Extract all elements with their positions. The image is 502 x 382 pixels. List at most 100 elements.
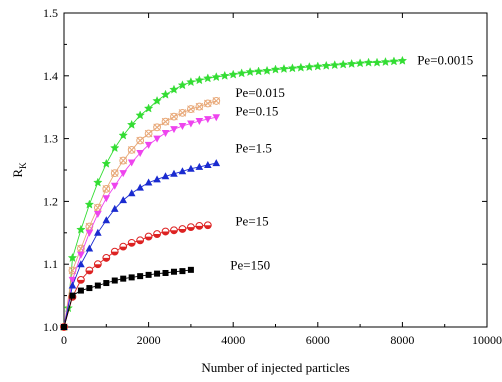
data-point	[102, 254, 111, 262]
series-pe-1-5	[60, 159, 221, 330]
series-label: Pe=1.5	[235, 141, 272, 156]
data-point	[203, 99, 212, 108]
data-point-ring	[203, 99, 212, 108]
data-point	[161, 117, 170, 126]
data-point	[127, 146, 136, 154]
data-point	[330, 60, 340, 70]
series-label: Pe=0.15	[235, 104, 278, 119]
data-point	[177, 80, 188, 90]
data-point-fill	[102, 257, 110, 262]
data-point-fill	[204, 225, 212, 229]
data-point-cross	[195, 102, 204, 111]
data-point	[144, 178, 153, 186]
y-tick-label: 1.0	[43, 320, 58, 334]
series-layer	[59, 55, 408, 331]
y-axis-title-text: RK	[10, 162, 28, 178]
data-point-cross	[204, 99, 212, 108]
data-point	[195, 162, 204, 170]
data-point	[169, 84, 179, 94]
data-point	[102, 195, 111, 203]
data-point	[262, 65, 272, 75]
data-point-ring	[153, 123, 161, 132]
series-pe-150	[61, 266, 194, 330]
data-point	[195, 102, 204, 111]
data-point	[194, 75, 205, 85]
data-point	[161, 227, 170, 236]
data-point-cross	[119, 156, 127, 165]
y-tick-label: 1.5	[43, 6, 58, 20]
data-point-cross	[144, 129, 153, 138]
data-point	[118, 130, 128, 140]
data-point	[161, 172, 170, 180]
data-point	[170, 112, 178, 121]
data-point	[203, 73, 213, 83]
data-point-fill	[195, 225, 203, 230]
data-point	[178, 108, 187, 117]
data-point	[127, 238, 136, 247]
data-point	[154, 270, 161, 277]
data-point	[69, 292, 76, 299]
data-point	[187, 223, 195, 232]
data-point	[153, 135, 161, 143]
data-point	[187, 105, 195, 113]
data-point	[77, 251, 85, 259]
data-point-cross	[127, 146, 136, 154]
data-point-fill	[179, 229, 186, 233]
data-point-fill	[94, 264, 102, 268]
data-point-fill	[145, 236, 152, 240]
series-label: Pe=15	[235, 213, 268, 228]
data-point	[94, 210, 102, 218]
data-point	[178, 225, 187, 233]
series-pe-0-015	[60, 97, 221, 331]
data-point	[211, 72, 221, 82]
data-point	[296, 62, 306, 72]
data-point-cross	[212, 97, 221, 105]
y-axis-title-main: R	[10, 169, 25, 178]
data-point	[93, 177, 103, 187]
data-point-cross	[77, 244, 85, 253]
data-point	[67, 252, 78, 262]
data-point	[61, 324, 67, 330]
y-axis-title: RK	[10, 162, 28, 178]
data-point	[68, 276, 77, 284]
data-point	[110, 169, 119, 178]
data-point	[220, 70, 230, 80]
series-label: Pe=0.015	[235, 85, 285, 100]
series-labels: Pe=0.0015 Pe=0.015 Pe=0.15 Pe=1.5 Pe=15 Pe=15…	[230, 53, 473, 273]
data-point	[127, 119, 137, 129]
data-point	[94, 282, 101, 289]
data-point	[389, 56, 399, 66]
data-point-fill	[128, 242, 136, 247]
y-tick-label: 1.2	[43, 194, 58, 208]
data-point	[186, 77, 196, 87]
data-point	[144, 141, 153, 149]
data-point-fill	[85, 270, 93, 274]
data-point	[77, 276, 85, 284]
data-point	[85, 266, 94, 275]
data-point-ring	[178, 108, 187, 117]
data-point	[136, 136, 145, 145]
data-point	[253, 66, 264, 76]
data-point-cross	[102, 185, 111, 193]
data-point	[110, 247, 119, 256]
series-line	[63, 60, 403, 328]
data-point	[84, 199, 95, 209]
data-point	[111, 277, 118, 284]
data-point-ring	[170, 112, 178, 121]
data-point	[85, 244, 94, 252]
data-point	[103, 280, 110, 287]
data-point	[161, 129, 170, 137]
series-label: Pe=0.0015	[417, 53, 473, 68]
x-tick-label: 8000	[390, 333, 414, 347]
data-point	[144, 129, 153, 138]
data-point	[204, 160, 212, 168]
data-point	[346, 58, 357, 68]
data-point	[355, 58, 365, 68]
data-point-ring	[212, 97, 221, 105]
data-point	[76, 224, 86, 234]
data-point-cross	[153, 123, 161, 132]
data-point	[153, 123, 161, 132]
data-point	[119, 196, 128, 204]
data-point	[162, 269, 169, 276]
